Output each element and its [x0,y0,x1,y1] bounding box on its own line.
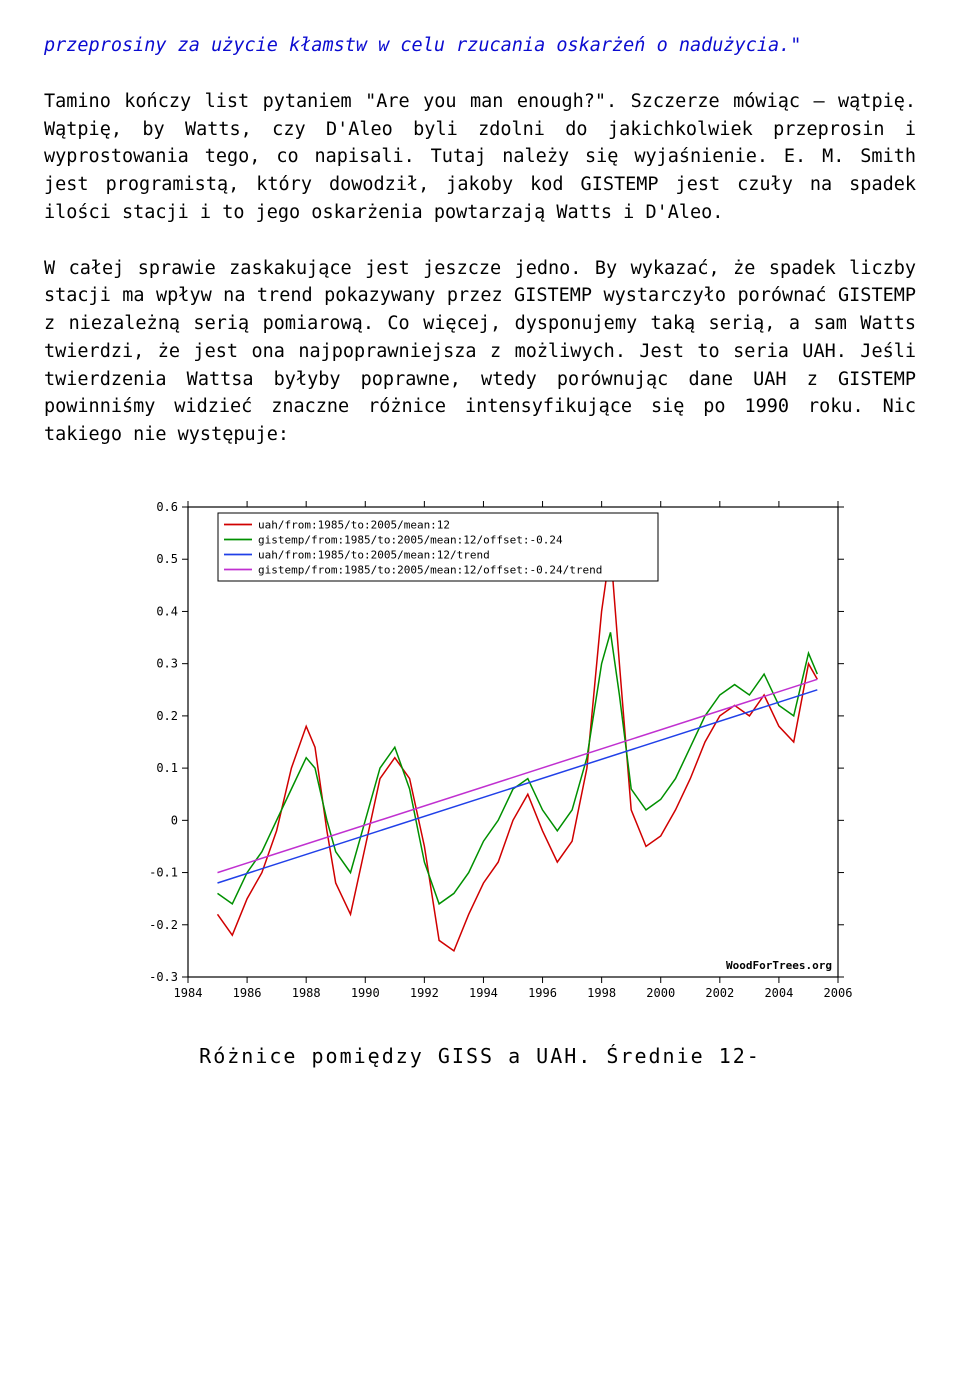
svg-text:2002: 2002 [705,986,734,1000]
svg-text:0.5: 0.5 [156,552,178,566]
svg-text:1994: 1994 [469,986,498,1000]
svg-text:-0.3: -0.3 [149,970,178,984]
svg-text:-0.2: -0.2 [149,918,178,932]
svg-text:0: 0 [171,813,178,827]
svg-text:WoodForTrees.org: WoodForTrees.org [726,959,832,972]
svg-text:1988: 1988 [292,986,321,1000]
svg-text:2006: 2006 [824,986,853,1000]
svg-text:0.6: 0.6 [156,500,178,514]
svg-text:0.4: 0.4 [156,604,178,618]
svg-text:0.3: 0.3 [156,656,178,670]
svg-text:1986: 1986 [233,986,262,1000]
chart-caption: Różnice pomiędzy GISS a UAH. Średnie 12- [44,1041,916,1071]
svg-text:2004: 2004 [764,986,793,1000]
svg-text:-0.1: -0.1 [149,865,178,879]
paragraph-2: W całej sprawie zaskakujące jest jeszcze… [44,255,916,449]
svg-text:uah/from:1985/to:2005/mean:12: uah/from:1985/to:2005/mean:12 [258,518,450,531]
chart-container: -0.3 -0.2 -0.1 0 0.1 0.2 0.3 0.4 0.5 0.6 1984 1986 1… [120,487,940,1027]
svg-text:1996: 1996 [528,986,557,1000]
svg-text:0.2: 0.2 [156,709,178,723]
svg-text:2000: 2000 [646,986,675,1000]
svg-text:1984: 1984 [174,986,203,1000]
svg-text:1990: 1990 [351,986,380,1000]
line-chart: -0.3 -0.2 -0.1 0 0.1 0.2 0.3 0.4 0.5 0.6 1984 1986 1… [120,487,860,1027]
svg-text:gistemp/from:1985/to:2005/mean: gistemp/from:1985/to:2005/mean:12/offset… [258,563,602,576]
svg-text:gistemp/from:1985/to:2005/mean: gistemp/from:1985/to:2005/mean:12/offset… [258,533,563,546]
svg-text:1992: 1992 [410,986,439,1000]
paragraph-1: Tamino kończy list pytaniem "Are you man… [44,88,916,227]
svg-text:0.1: 0.1 [156,761,178,775]
svg-text:uah/from:1985/to:2005/mean:12/: uah/from:1985/to:2005/mean:12/trend [258,548,490,561]
quote-text: przeprosiny za użycie kłamstw w celu rzu… [44,32,916,60]
svg-text:1998: 1998 [587,986,616,1000]
